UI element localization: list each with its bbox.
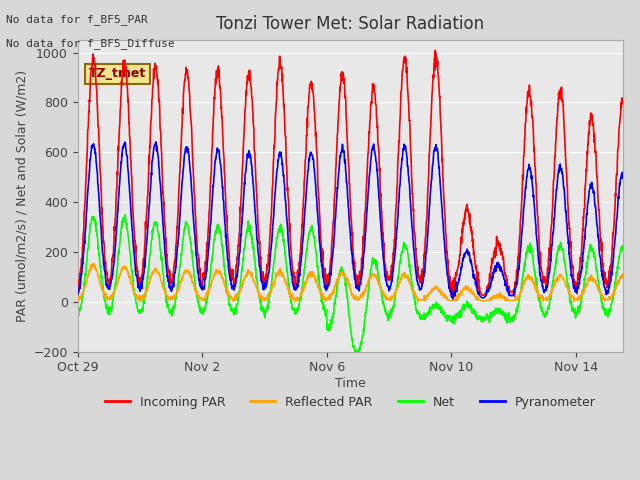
Y-axis label: PAR (umol/m2/s) / Net and Solar (W/m2): PAR (umol/m2/s) / Net and Solar (W/m2) <box>15 70 28 322</box>
Legend: Incoming PAR, Reflected PAR, Net, Pyranometer: Incoming PAR, Reflected PAR, Net, Pyrano… <box>100 391 600 414</box>
X-axis label: Time: Time <box>335 377 365 390</box>
Title: Tonzi Tower Met: Solar Radiation: Tonzi Tower Met: Solar Radiation <box>216 15 484 33</box>
Text: No data for f_BF5_Diffuse: No data for f_BF5_Diffuse <box>6 38 175 49</box>
Text: No data for f_BF5_PAR: No data for f_BF5_PAR <box>6 14 148 25</box>
Text: TZ_tmet: TZ_tmet <box>88 68 146 81</box>
